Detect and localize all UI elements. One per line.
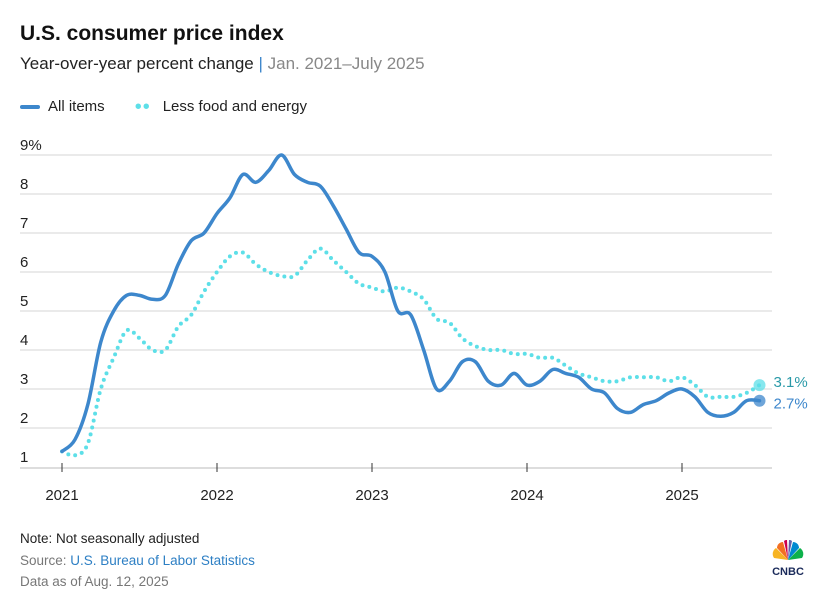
legend-label-all-items: All items <box>48 98 105 115</box>
cnbc-logo: CNBC <box>772 540 804 578</box>
x-tick-label: 2022 <box>200 487 233 504</box>
x-tick-label: 2024 <box>510 487 543 504</box>
y-tick-label: 9% <box>20 137 42 154</box>
svg-text:CNBC: CNBC <box>772 566 804 578</box>
subtitle-range: Jan. 2021–July 2025 <box>267 54 425 73</box>
end-label-all-items: 2.7% <box>774 396 808 413</box>
y-tick-label: 5 <box>20 293 28 310</box>
source-link[interactable]: U.S. Bureau of Labor Statistics <box>70 553 255 568</box>
series-line-all-items <box>60 153 762 454</box>
y-tick-label: 6 <box>20 254 28 271</box>
source: Source: U.S. Bureau of Labor Statistics <box>20 553 255 568</box>
legend-swatch-all-items <box>20 104 40 109</box>
y-tick-label: 7 <box>20 215 28 232</box>
y-tick-label: 8 <box>20 176 28 193</box>
chart-subtitle: Year-over-year percent change | Jan. 202… <box>20 54 425 74</box>
y-tick-label: 1 <box>20 449 28 466</box>
source-prefix: Source: <box>20 553 71 568</box>
x-tick-label: 2023 <box>355 487 388 504</box>
series-line-less-food-and-energy <box>60 246 762 458</box>
x-tick-label: 2025 <box>665 487 698 504</box>
legend: All items •• Less food and energy <box>20 97 307 117</box>
legend-label-core: Less food and energy <box>162 98 307 115</box>
subtitle-separator: | <box>258 54 263 73</box>
x-tick-label: 2021 <box>45 487 78 504</box>
y-tick-label: 4 <box>20 332 28 349</box>
data-as-of: Data as of Aug. 12, 2025 <box>20 574 169 589</box>
y-tick-label: 2 <box>20 410 28 427</box>
y-tick-label: 3 <box>20 371 28 388</box>
footnote: Note: Not seasonally adjusted <box>20 531 200 546</box>
end-marker-less-food-and-energy <box>753 379 766 392</box>
subtitle-text: Year-over-year percent change <box>20 54 254 73</box>
chart-title: U.S. consumer price index <box>20 22 284 45</box>
end-marker-all-items <box>753 394 766 407</box>
end-label-less-food-and-energy: 3.1% <box>774 374 808 391</box>
